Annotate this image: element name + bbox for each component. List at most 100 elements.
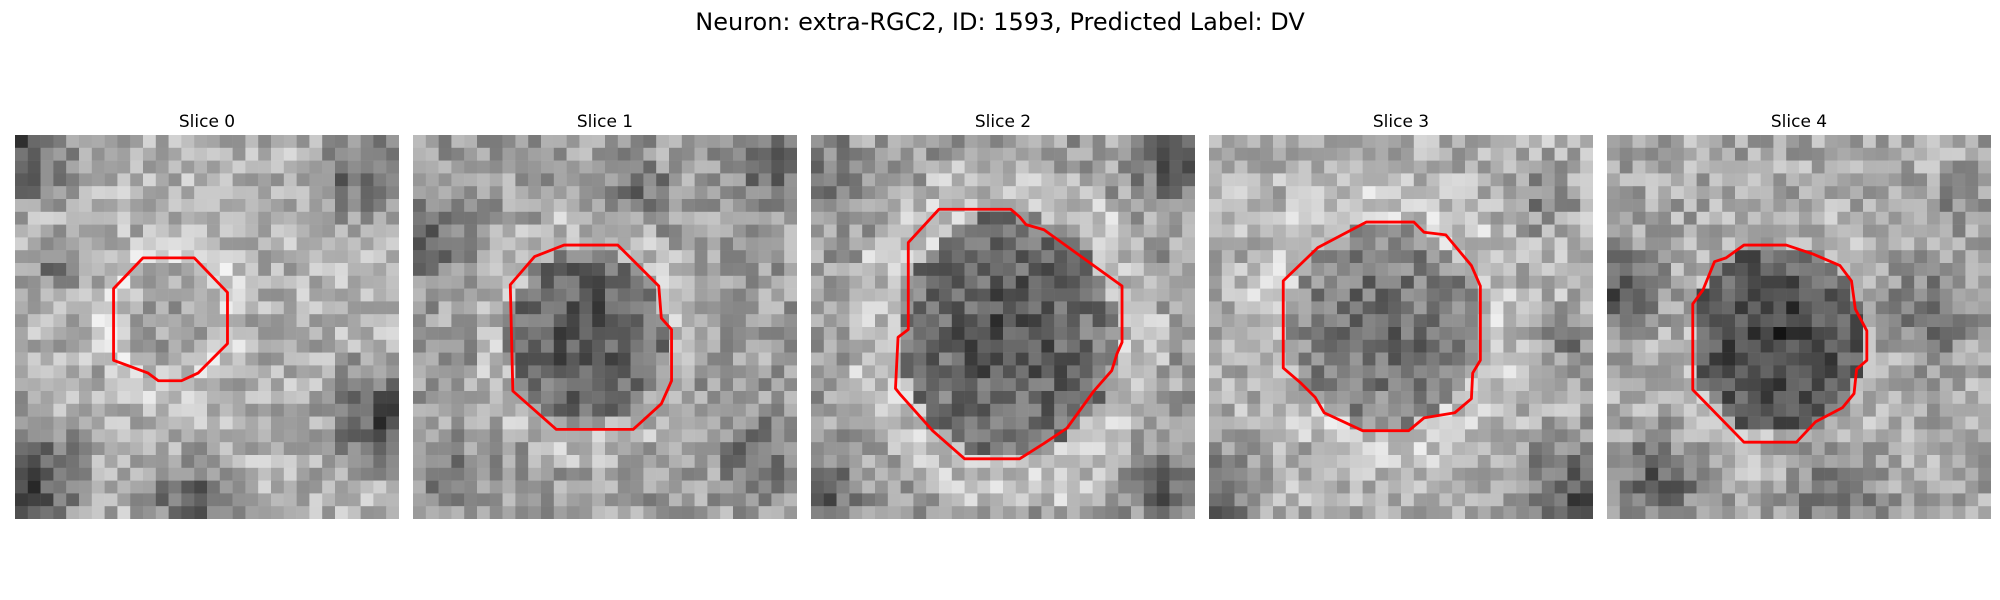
pixel [1054,250,1068,264]
pixel [322,339,336,353]
pixel [1978,224,1991,238]
pixel [1671,147,1685,161]
pixel [592,378,606,392]
pixel [1028,301,1042,315]
pixel [15,416,29,430]
pixel [1619,263,1633,277]
pixel [258,467,272,481]
pixel [1722,480,1736,494]
pixel [1118,493,1132,507]
pixel [1658,339,1672,353]
pixel [194,493,208,507]
pixel [541,288,555,302]
pixel [592,173,606,187]
pixel [1875,378,1889,392]
pixel [27,480,41,494]
pixel-grid [15,135,399,519]
pixel [40,365,54,379]
pixel [1221,263,1235,277]
pixel [515,237,529,251]
pixel [1978,506,1991,519]
pixel [1567,224,1581,238]
slice-title-4: Slice 4 [1770,112,1828,132]
pixel [1401,186,1415,200]
pixel [1118,224,1132,238]
pixel [477,224,491,238]
pixel [451,339,465,353]
pixel [1554,250,1568,264]
pixel [477,442,491,456]
pixel [53,493,67,507]
pixel [1567,442,1581,456]
pixel [117,147,131,161]
pixel [1863,237,1877,251]
pixel [309,467,323,481]
pixel [1079,186,1093,200]
pixel [464,250,478,264]
pixel [1875,467,1889,481]
pixel [1529,263,1543,277]
pixel [1439,480,1453,494]
pixel [1567,160,1581,174]
pixel [1978,365,1991,379]
pixel [438,237,452,251]
pixel [1773,416,1787,430]
pixel [322,275,336,289]
cell-contour-outline [1281,220,1482,433]
pixel [592,327,606,341]
pixel [1567,455,1581,469]
pixel [1028,467,1042,481]
pixel [130,467,144,481]
pixel [477,147,491,161]
pixel [1311,429,1325,443]
pixel [1516,186,1530,200]
pixel [669,416,683,430]
pixel [322,135,336,149]
slice-panel-1: Slice 1 [413,110,797,519]
pixel [386,403,399,417]
pixel [1850,211,1864,225]
pixel [1541,480,1555,494]
pixel [40,455,54,469]
pixel [1786,301,1800,315]
pixel [1015,327,1029,341]
pixel [1426,416,1440,430]
pixel [386,275,399,289]
pixel [386,339,399,353]
pixel [1477,224,1491,238]
pixel [271,224,285,238]
pixel [1541,147,1555,161]
pixel [296,442,310,456]
pixel [1465,339,1479,353]
pixel [1079,352,1093,366]
pixel [1786,160,1800,174]
pixel [1209,263,1223,277]
pixel [707,173,721,187]
pixel [1118,327,1132,341]
pixel [862,173,876,187]
pixel [566,147,580,161]
pixel [91,327,105,341]
pixel [1401,416,1415,430]
pixel [1105,199,1119,213]
pixel [1362,455,1376,469]
pixel [207,173,221,187]
pixel [438,199,452,213]
pixel [811,429,825,443]
pixel [1632,275,1646,289]
pixel [566,135,580,149]
pixel [1015,506,1029,519]
pixel [1927,314,1941,328]
pixel [1439,506,1453,519]
pixel [1901,403,1915,417]
pixel [413,429,427,443]
pixel [900,442,914,456]
pixel [669,467,683,481]
pixel [1388,224,1402,238]
pixel [1952,352,1966,366]
pixel [566,250,580,264]
pixel [335,467,349,481]
pixel [155,506,169,519]
pixel [373,186,387,200]
pixel [451,416,465,430]
